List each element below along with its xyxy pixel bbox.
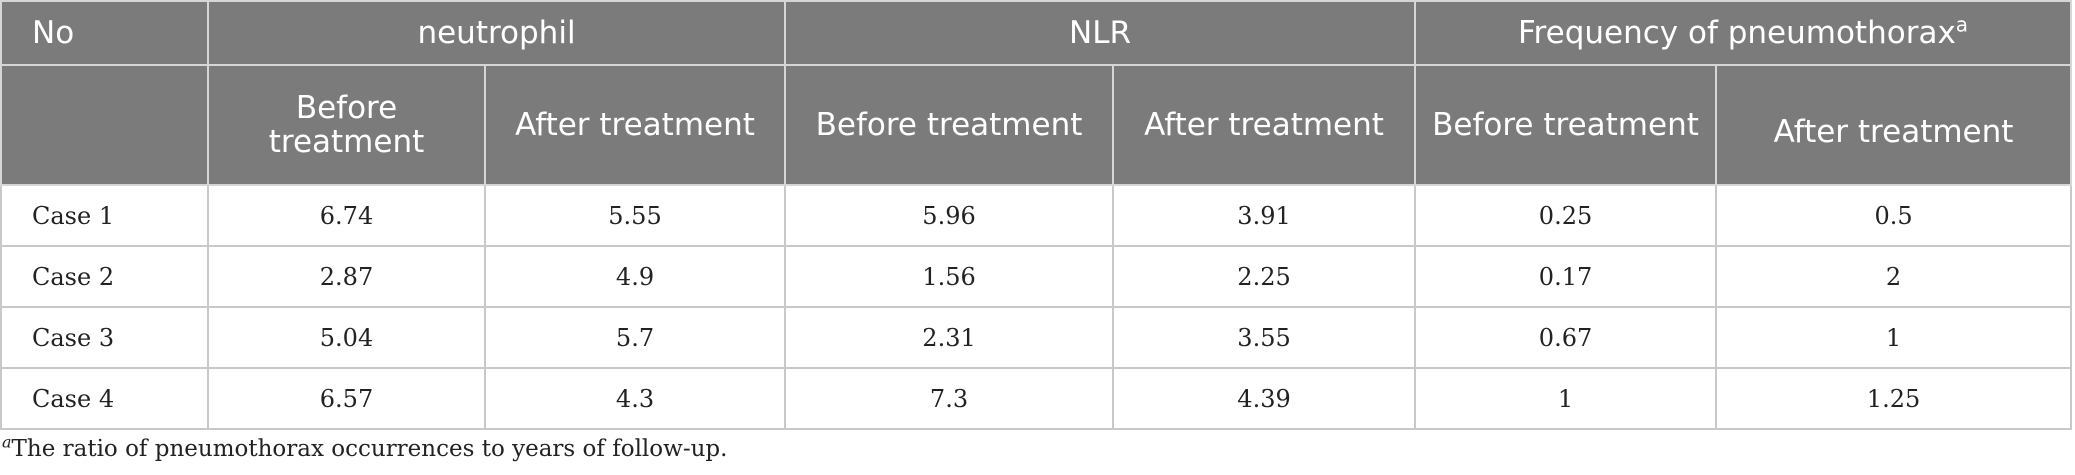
footnote-text: The ratio of pneumothorax occurrences to… xyxy=(11,436,728,462)
table-body: Case 1 6.74 5.55 5.96 3.91 0.25 0.5 Case… xyxy=(0,184,2073,430)
header-group-pneumothorax: Frequency of pneumothoraxa xyxy=(1414,0,2073,66)
table-header: No neutrophil NLR Frequency of pneumotho… xyxy=(0,0,2073,186)
cell-neutrophil-after: 4.9 xyxy=(483,245,787,308)
header-group-neutrophil: neutrophil xyxy=(206,0,787,66)
row-label: Case 1 xyxy=(0,184,209,247)
cell-pneumothorax-after: 2 xyxy=(1715,245,2073,308)
data-table: No neutrophil NLR Frequency of pneumotho… xyxy=(0,0,2073,430)
table-row: Case 4 6.57 4.3 7.3 4.39 1 1.25 xyxy=(0,367,2073,430)
cell-pneumothorax-before: 0.67 xyxy=(1414,306,1718,369)
cell-nlr-after: 3.55 xyxy=(1112,306,1417,369)
cell-nlr-before: 1.56 xyxy=(784,245,1115,308)
header-group-nlr: NLR xyxy=(784,0,1417,66)
cell-neutrophil-before: 5.04 xyxy=(207,306,486,369)
row-label: Case 2 xyxy=(0,245,209,308)
table-row: Case 3 5.04 5.7 2.31 3.55 0.67 1 xyxy=(0,306,2073,369)
footnote-marker: a xyxy=(1955,12,1969,37)
cell-pneumothorax-after: 0.5 xyxy=(1715,184,2073,247)
cell-nlr-before: 5.96 xyxy=(784,184,1115,247)
cell-nlr-after: 2.25 xyxy=(1112,245,1417,308)
cell-neutrophil-after: 4.3 xyxy=(483,367,787,430)
table-footnote: aThe ratio of pneumothorax occurrences t… xyxy=(2,434,728,462)
table-row: Case 2 2.87 4.9 1.56 2.25 0.17 2 xyxy=(0,245,2073,308)
data-table-container: No neutrophil NLR Frequency of pneumotho… xyxy=(0,0,2073,430)
header-sub-pneumothorax-before: Before treatment xyxy=(1414,64,1718,186)
header-sub-nlr-before: Before treatment xyxy=(784,64,1115,186)
header-sub-nlr-after: After treatment xyxy=(1112,64,1417,186)
header-sub-pneumothorax-after: After treatment xyxy=(1715,64,2073,186)
row-label: Case 3 xyxy=(0,306,209,369)
cell-neutrophil-before: 2.87 xyxy=(207,245,486,308)
cell-nlr-before: 2.31 xyxy=(784,306,1115,369)
header-group-label: Frequency of pneumothorax xyxy=(1517,15,1956,51)
header-group-label: NLR xyxy=(1069,15,1132,51)
cell-nlr-after: 4.39 xyxy=(1112,367,1417,430)
cell-nlr-before: 7.3 xyxy=(784,367,1115,430)
header-sub-neutrophil-after: After treatment xyxy=(483,64,787,186)
cell-pneumothorax-after: 1 xyxy=(1715,306,2073,369)
footnote-mark: a xyxy=(2,432,12,452)
header-row-sub: Before treatment After treatment Before … xyxy=(0,64,2073,186)
cell-pneumothorax-before: 0.25 xyxy=(1414,184,1718,247)
header-sub-neutrophil-before: Before treatment xyxy=(207,64,486,186)
cell-neutrophil-before: 6.74 xyxy=(207,184,486,247)
cell-pneumothorax-before: 0.17 xyxy=(1414,245,1718,308)
cell-neutrophil-before: 6.57 xyxy=(207,367,486,430)
header-group-label: neutrophil xyxy=(417,15,576,51)
cell-pneumothorax-before: 1 xyxy=(1414,367,1718,430)
row-label: Case 4 xyxy=(0,367,209,430)
cell-pneumothorax-after: 1.25 xyxy=(1715,367,2073,430)
table-row: Case 1 6.74 5.55 5.96 3.91 0.25 0.5 xyxy=(0,184,2073,247)
cell-nlr-after: 3.91 xyxy=(1112,184,1417,247)
header-no: No xyxy=(0,0,209,66)
cell-neutrophil-after: 5.55 xyxy=(483,184,787,247)
cell-neutrophil-after: 5.7 xyxy=(483,306,787,369)
header-row-groups: No neutrophil NLR Frequency of pneumotho… xyxy=(0,0,2073,66)
header-empty-cell xyxy=(0,64,209,186)
